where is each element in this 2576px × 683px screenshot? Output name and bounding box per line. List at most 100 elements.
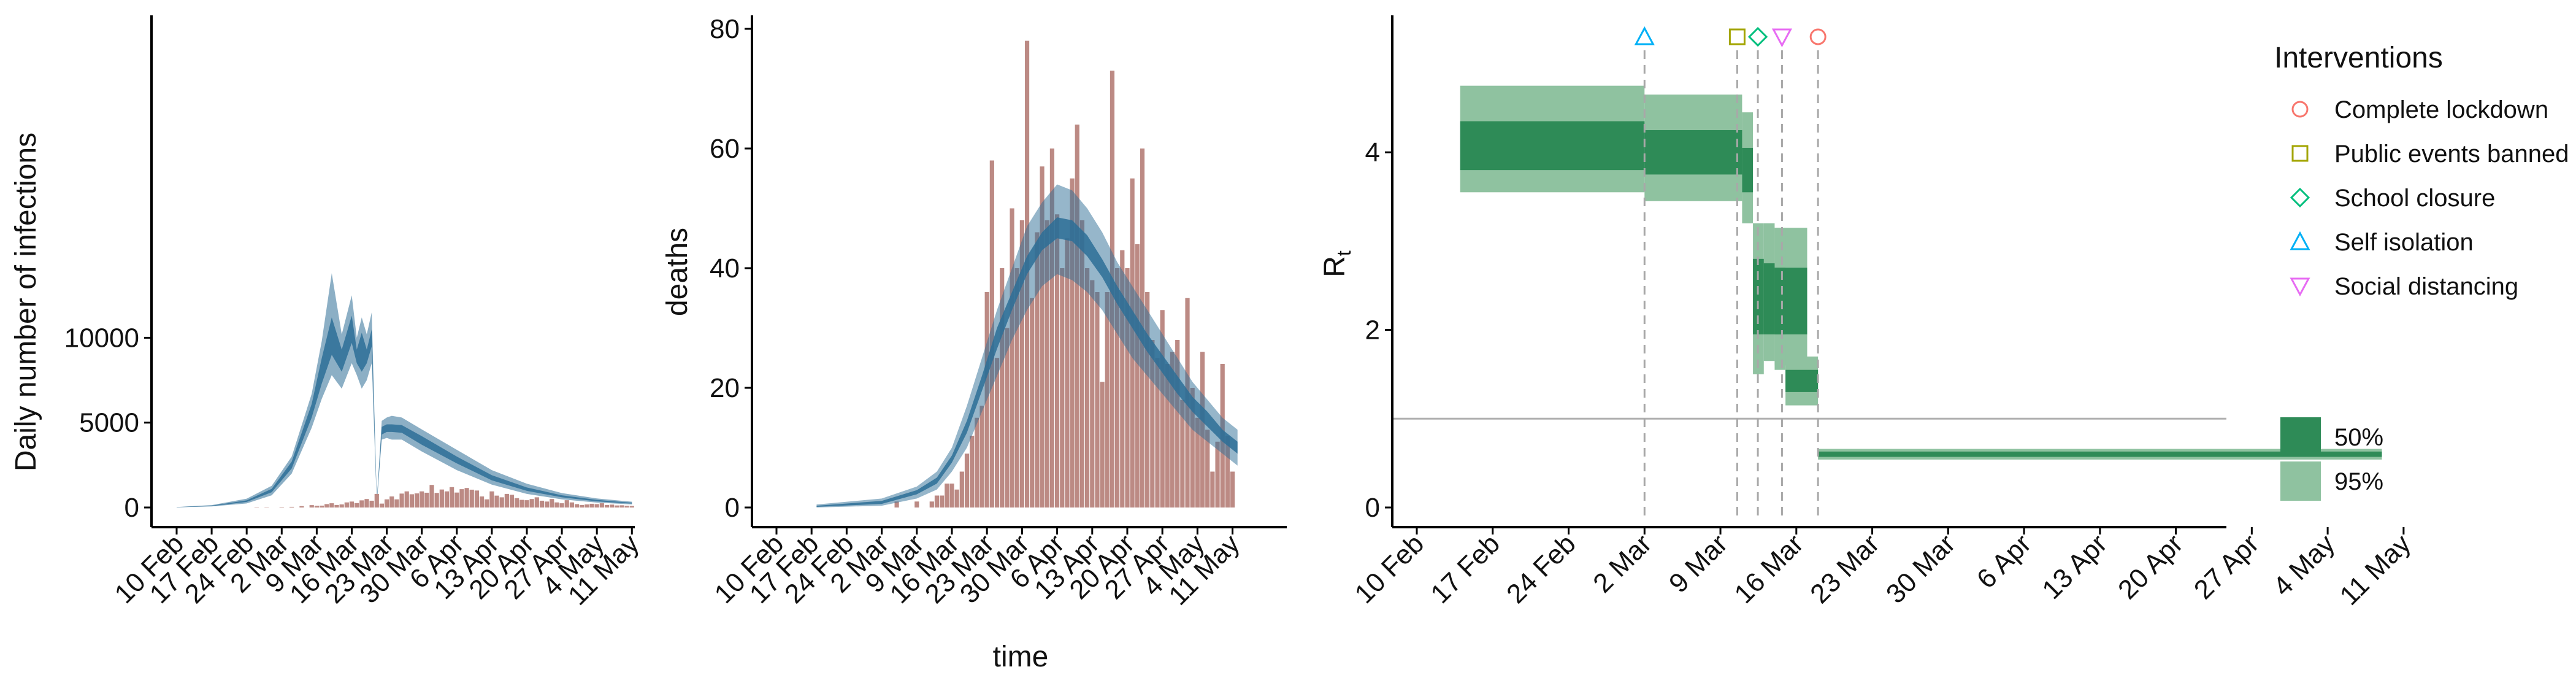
deaths-bar: [1035, 232, 1040, 507]
deaths-y-tick-label: 20: [710, 373, 740, 403]
infections-bar: [469, 489, 474, 507]
infections-bar: [364, 499, 369, 507]
deaths-y-axis-title: deaths: [661, 228, 694, 316]
deaths-bar: [984, 292, 989, 507]
infections-bar: [494, 495, 499, 507]
deaths-bar: [1170, 352, 1175, 507]
infections-bar: [615, 505, 619, 507]
rt-x-tick-label: 27 Apr: [2188, 528, 2265, 605]
infections-bar: [554, 502, 559, 507]
deaths-bar: [1075, 125, 1079, 507]
deaths-bar: [1125, 268, 1130, 507]
deaths-bar: [949, 484, 954, 507]
rt-band-50: [1742, 147, 1754, 193]
deaths-bar: [959, 471, 964, 507]
deaths-y-tick-label: 60: [710, 134, 740, 164]
legend-band-swatch: [2280, 417, 2321, 457]
infections-bar: [519, 500, 524, 507]
infections-bar: [439, 489, 444, 507]
rt-marker-square: [1728, 28, 1746, 45]
deaths-bar: [1095, 292, 1100, 507]
rt-x-tick-label: 20 Apr: [2112, 528, 2189, 605]
rt-marker-triangle-down: [1771, 28, 1792, 48]
deaths-bar: [1155, 358, 1160, 507]
legend-marker-triangle-up: [2290, 231, 2310, 250]
deaths-bar: [970, 436, 975, 507]
deaths-bar: [1060, 268, 1065, 507]
infections-bar: [534, 497, 539, 507]
rt-band-50: [1818, 451, 2382, 457]
deaths-bar: [1195, 417, 1200, 507]
infections-band-95: [177, 273, 632, 507]
infections-y-tick-label: 0: [125, 493, 139, 523]
infections-bar: [359, 500, 364, 507]
deaths-bar: [1180, 399, 1185, 507]
infections-bar: [479, 496, 485, 507]
deaths-bands: [816, 184, 1238, 507]
infections-bar: [329, 503, 334, 507]
deaths-bar: [1215, 441, 1220, 507]
infections-bar: [509, 495, 515, 507]
infections-bar: [474, 490, 480, 507]
deaths-bar: [979, 406, 984, 507]
rt-band-50: [1460, 121, 1645, 171]
rt-band-50: [1753, 258, 1764, 334]
infections-bar: [389, 496, 394, 507]
rt-x-tick-label: 23 Mar: [1804, 528, 1885, 609]
deaths-bar: [1135, 244, 1140, 507]
rt-band-50: [1774, 268, 1786, 334]
rt-band-50: [1644, 130, 1742, 175]
deaths-y-tick-label: 40: [710, 253, 740, 284]
deaths-bar: [1000, 268, 1005, 507]
deaths-bar: [1079, 220, 1085, 507]
legend-band-label: 95%: [2334, 468, 2383, 495]
deaths-y-tick-label: 0: [725, 493, 740, 523]
infections-bar: [409, 494, 414, 507]
deaths-bar: [1230, 471, 1235, 507]
rt-bands: [1392, 85, 2382, 460]
infections-bar: [599, 503, 604, 507]
deaths-bar: [1085, 268, 1090, 507]
rt-y-tick-label: 2: [1365, 315, 1380, 345]
infections-bar: [454, 492, 459, 507]
deaths-bar: [1014, 268, 1019, 507]
deaths-bar: [975, 417, 979, 507]
infections-bar: [379, 503, 385, 507]
legend-marker-triangle-down: [2290, 277, 2310, 297]
infections-bar: [574, 504, 580, 507]
legend-marker-diamond: [2290, 187, 2310, 208]
deaths-bar: [1040, 166, 1045, 507]
legend-item-label: Public events banned: [2334, 141, 2569, 168]
infections-bar: [309, 505, 314, 507]
legend-marker-circle: [2291, 101, 2309, 118]
deaths-bar: [1070, 178, 1075, 507]
deaths-bar: [1019, 220, 1024, 507]
infections-band-50: [177, 315, 632, 507]
infections-bar: [585, 504, 589, 507]
legend-band-items: 50% 95%: [2280, 417, 2383, 501]
legend: Interventions Complete lockdown Public ev…: [2274, 42, 2569, 501]
deaths-bar: [929, 501, 934, 507]
infections-bar: [539, 500, 545, 507]
infections-bar: [610, 504, 615, 507]
rt-x-tick-label: 2 Mar: [1587, 528, 1657, 598]
rt-x-tick-label: 16 Mar: [1728, 528, 1809, 609]
rt-marker-circle: [1809, 28, 1827, 45]
rt-y-axis-title: Rt: [1319, 250, 1355, 277]
infections-bar: [629, 506, 634, 507]
infections-bar: [594, 504, 599, 507]
deaths-bar: [1090, 280, 1095, 507]
infections-bar: [524, 500, 529, 507]
rt-x-tick-label: 13 Apr: [2036, 528, 2113, 605]
rt-marker-triangle-up: [1634, 26, 1655, 45]
infections-bar: [589, 503, 594, 507]
legend-band-label: 50%: [2334, 424, 2383, 451]
deaths-bar: [1045, 220, 1049, 507]
deaths-bar: [1165, 364, 1170, 507]
infections-bar: [619, 505, 624, 507]
infections-y-tick-label: 10000: [64, 323, 139, 353]
